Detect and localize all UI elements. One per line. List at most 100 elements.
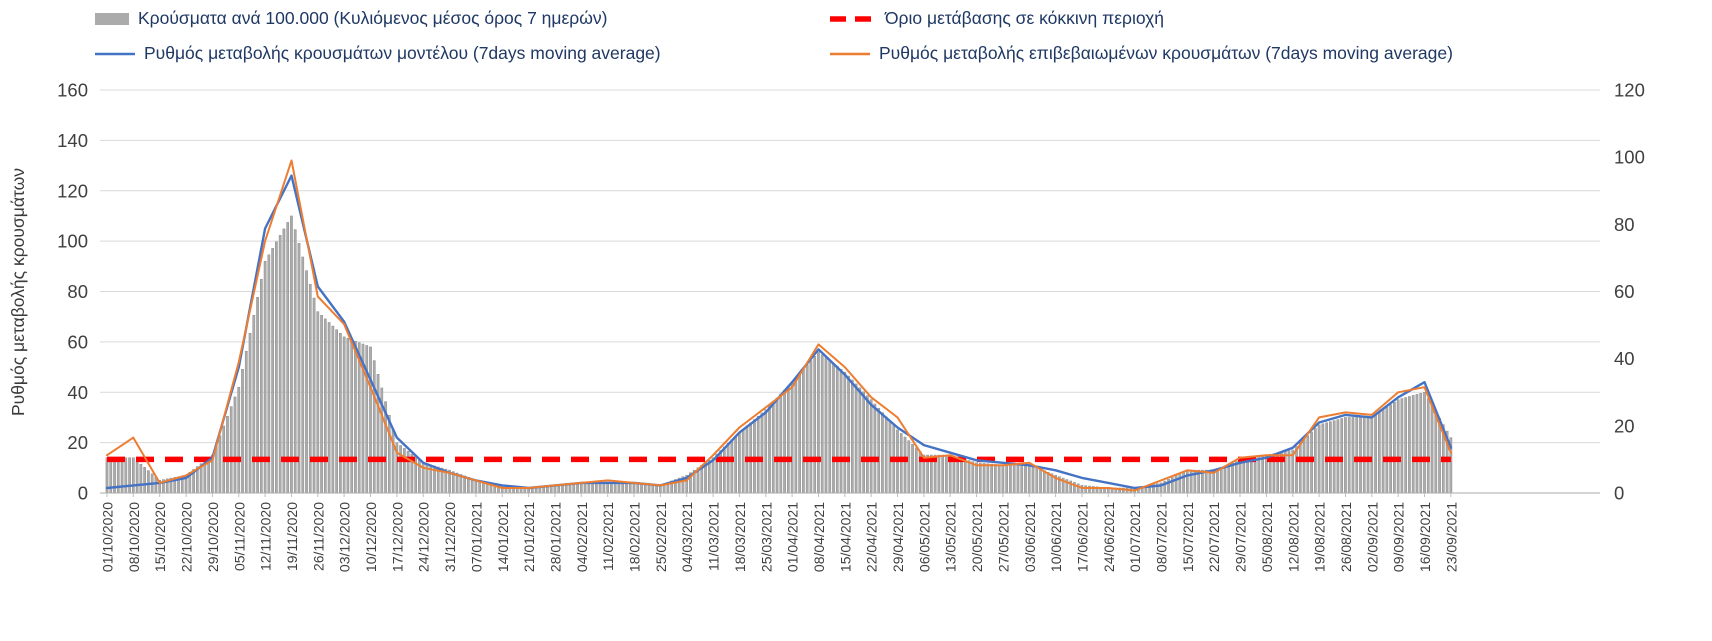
bar — [1336, 419, 1340, 494]
bar — [1001, 464, 1005, 494]
bar — [828, 360, 832, 494]
bar — [903, 436, 907, 494]
y-axis-title: Ρυθμός μεταβολής κρουσμάτων — [8, 168, 28, 416]
bar — [1381, 409, 1385, 494]
bar — [1080, 485, 1084, 494]
x-axis-tick-label: 09/09/2021 — [1391, 502, 1407, 572]
bar — [124, 457, 128, 494]
bar — [1249, 457, 1253, 494]
bar — [967, 460, 971, 494]
bar — [1231, 462, 1234, 494]
bar — [1291, 449, 1295, 494]
bar — [899, 433, 903, 494]
bar — [595, 482, 598, 494]
bar — [1313, 428, 1317, 494]
x-axis-tick-label: 24/12/2020 — [416, 502, 432, 572]
bar — [579, 482, 583, 494]
bar — [252, 315, 256, 494]
bar — [346, 338, 350, 494]
bar — [1366, 417, 1370, 494]
bar — [802, 368, 805, 494]
bar — [771, 401, 775, 494]
bar — [854, 383, 858, 494]
bar — [369, 346, 372, 494]
left-axis-tick-label: 120 — [57, 180, 88, 201]
x-axis-tick-label: 04/03/2021 — [679, 502, 695, 572]
bar — [1186, 469, 1189, 494]
left-axis-tick-label: 20 — [67, 432, 88, 453]
x-axis-ticks — [106, 493, 1452, 497]
bar — [1321, 423, 1325, 494]
bar — [1302, 438, 1306, 494]
bar — [1385, 407, 1389, 494]
bar — [613, 482, 617, 494]
bar — [1039, 469, 1042, 494]
bar — [1223, 465, 1227, 494]
bar — [722, 446, 726, 494]
bar — [316, 311, 320, 494]
bar — [591, 482, 594, 494]
bar — [583, 482, 587, 494]
bar — [1042, 470, 1046, 494]
bar — [726, 443, 730, 494]
bar — [1024, 464, 1027, 494]
right-axis-tick-label: 40 — [1614, 348, 1635, 369]
bar — [775, 397, 779, 494]
bar — [809, 360, 813, 494]
right-axis-tick-label: 120 — [1614, 80, 1645, 101]
bar-swatch-rect — [95, 12, 129, 25]
bar — [1246, 458, 1249, 494]
x-axis-tick-label: 05/11/2020 — [231, 502, 247, 571]
bar — [1009, 464, 1012, 494]
bar — [847, 375, 850, 494]
confirmed-line-swatch — [830, 52, 870, 55]
x-axis-tick-label: 02/09/2021 — [1364, 502, 1380, 572]
bar — [990, 463, 993, 494]
bar — [617, 482, 621, 494]
bar — [1317, 424, 1321, 494]
bar — [248, 332, 252, 494]
bar — [971, 461, 975, 494]
bar — [132, 457, 135, 494]
x-axis-tick-label: 28/01/2021 — [548, 502, 564, 572]
x-axis-tick-label: 04/02/2021 — [574, 502, 590, 572]
left-axis-tick-label: 80 — [67, 281, 88, 302]
bar — [975, 462, 978, 494]
bar — [147, 470, 150, 494]
bar — [470, 478, 474, 494]
bar — [323, 318, 327, 494]
bar — [850, 379, 854, 494]
bar — [1216, 468, 1219, 494]
x-axis-tick-label: 01/10/2020 — [100, 502, 116, 572]
bar — [399, 445, 402, 494]
bar — [139, 463, 143, 494]
x-axis-tick-label: 18/02/2021 — [627, 502, 643, 572]
bar — [1295, 446, 1298, 494]
right-axis-tick-label: 80 — [1614, 214, 1635, 235]
x-axis-tick-label: 17/12/2020 — [389, 502, 405, 572]
model-line — [105, 174, 1453, 490]
bar — [790, 381, 794, 494]
bar — [342, 336, 346, 494]
bar — [820, 354, 824, 494]
bar — [1016, 464, 1020, 494]
bar — [256, 297, 259, 494]
bar — [621, 482, 625, 494]
bar — [282, 228, 286, 494]
x-axis-tick-label: 15/04/2021 — [837, 502, 853, 572]
bar — [244, 350, 248, 494]
bar — [1340, 418, 1344, 494]
x-axis-tick-label: 08/07/2021 — [1154, 502, 1170, 572]
bar — [866, 395, 869, 494]
bar — [1400, 398, 1404, 494]
bar — [241, 368, 244, 494]
bar — [960, 458, 963, 494]
bar — [1359, 417, 1362, 494]
bar — [1426, 398, 1430, 494]
bar — [628, 482, 632, 494]
x-axis-tick-label: 11/02/2021 — [600, 502, 616, 571]
bar — [873, 403, 877, 494]
bar — [1178, 473, 1182, 494]
x-axis-tick-label: 31/12/2020 — [442, 502, 458, 572]
